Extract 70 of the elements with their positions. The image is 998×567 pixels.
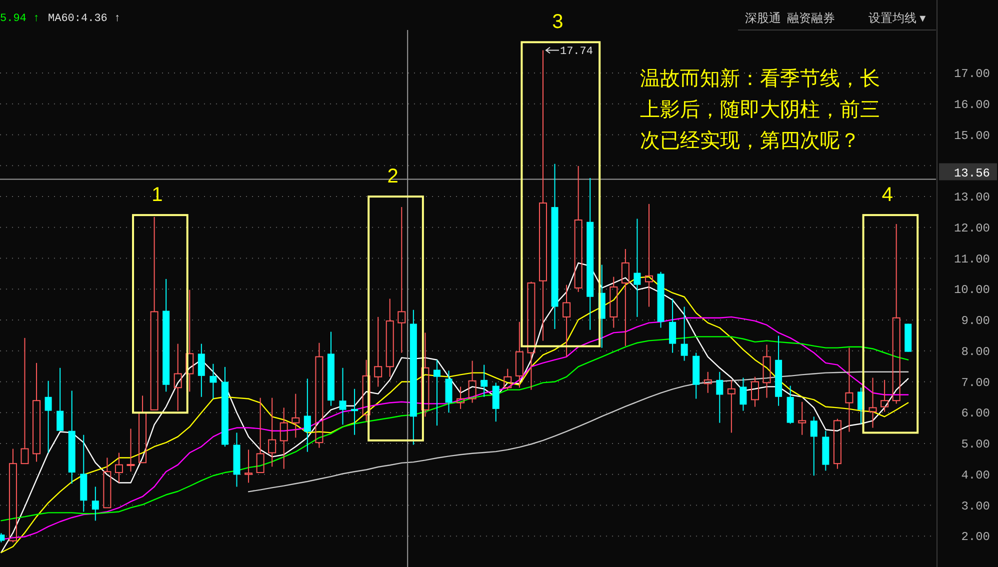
candlestick <box>610 276 618 328</box>
candlestick <box>621 248 630 346</box>
annotation: 温故而知新：看季节线，长上影后，随即大阴柱，前三次已经实现，第四次呢？ <box>640 68 880 152</box>
candlestick <box>798 401 806 436</box>
candlestick <box>740 377 747 412</box>
candlestick <box>634 218 641 318</box>
candlestick <box>174 343 182 412</box>
y-tick-label: 3.00 <box>961 499 990 514</box>
candlestick <box>562 284 571 358</box>
text: MA60:4.36 ↑ <box>48 13 121 25</box>
candlestick <box>292 393 300 438</box>
candlestick <box>398 206 406 354</box>
candlestick <box>762 344 771 398</box>
text: 深股通 <box>745 11 781 25</box>
text: 5.94 ↑ <box>0 13 40 25</box>
y-tick-label: 10.00 <box>954 283 990 298</box>
y-tick-label: 15.00 <box>954 128 990 143</box>
annotation: 17.74 <box>560 46 594 58</box>
line-series <box>248 371 909 492</box>
y-tick-label: 8.00 <box>961 344 990 359</box>
y-tick-label: 6.00 <box>961 406 990 421</box>
y-tick-label: 5.00 <box>961 438 990 452</box>
candlestick <box>704 371 712 394</box>
text: 设置均线 ▾ <box>868 11 926 25</box>
candlestick <box>644 203 653 308</box>
candlestick <box>538 50 547 342</box>
annotation: 1 <box>152 184 163 206</box>
candlestick <box>44 380 52 454</box>
candlestick <box>750 376 759 408</box>
candlestick <box>515 321 524 388</box>
candlestick <box>114 452 123 484</box>
candlestick <box>268 397 276 468</box>
y-tick-label: 11.00 <box>954 252 990 266</box>
candlestick <box>280 407 288 470</box>
candlestick <box>351 388 358 436</box>
y-tick-label: 9.00 <box>961 314 990 328</box>
candlestick <box>339 367 346 426</box>
y-tick-label: 12.00 <box>954 221 990 236</box>
candlestick <box>386 298 394 378</box>
candlestick <box>868 377 877 428</box>
candlestick <box>480 364 488 398</box>
candlestick <box>210 363 217 400</box>
y-tick-label: 4.00 <box>961 468 990 482</box>
annotation: 3 <box>552 11 564 34</box>
candlestick <box>716 371 724 424</box>
candlestick <box>433 359 440 426</box>
candlestick <box>315 342 324 448</box>
y-tick-label: 16.00 <box>954 98 990 112</box>
candlestick <box>244 449 253 484</box>
candlestick <box>56 367 64 432</box>
y-tick-label: 13.00 <box>954 190 990 205</box>
candlestick <box>198 343 205 398</box>
ref-line-label: 13.56 <box>954 166 990 180</box>
candlestick <box>845 347 854 432</box>
y-tick-label: 2.00 <box>961 530 990 544</box>
y-tick-label: 7.00 <box>961 376 990 390</box>
y-tick-label: 17.00 <box>954 67 990 82</box>
candlestick <box>32 362 41 462</box>
candlestick <box>492 382 500 422</box>
candlestick <box>669 298 676 354</box>
text: 融资融券 <box>787 11 835 25</box>
candlestick <box>810 416 818 476</box>
candlestick <box>727 379 736 434</box>
candlestick <box>126 428 135 472</box>
annotation: 4 <box>882 184 894 206</box>
candlestick <box>304 378 311 452</box>
candlestick <box>680 306 688 362</box>
candlestick <box>186 289 194 392</box>
candlestick <box>374 316 382 388</box>
candlestick <box>92 486 99 522</box>
